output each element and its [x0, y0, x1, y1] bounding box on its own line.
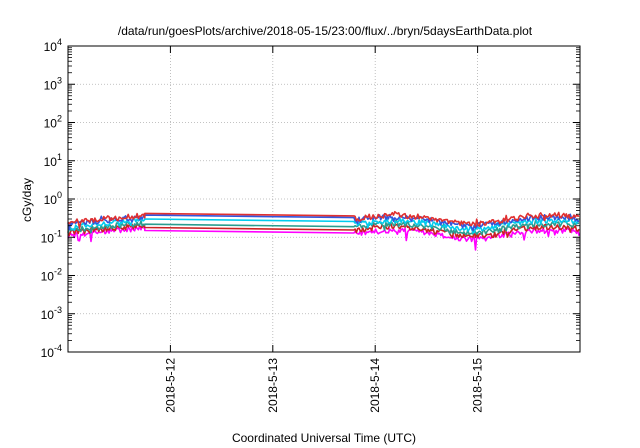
y-tick-label: 101: [44, 152, 62, 169]
y-tick-label: 102: [44, 114, 62, 131]
y-tick-label: 100: [44, 190, 62, 207]
y-tick-label: 103: [44, 75, 62, 92]
x-tick-label: 2018-5-15: [471, 358, 485, 413]
grid: [68, 46, 580, 352]
chart-title: /data/run/goesPlots/archive/2018-05-15/2…: [118, 24, 533, 38]
y-axis-label: cGy/day: [20, 178, 34, 222]
x-axis-label: Coordinated Universal Time (UTC): [232, 431, 416, 445]
series-layer: [67, 210, 580, 251]
y-tick-label: 104: [44, 37, 62, 54]
axes: 10-4 10-3 10-2 10-1 100 101 102 103 104 2018-5-12…: [41, 37, 580, 413]
x-tick-label: 2018-5-12: [163, 358, 177, 413]
x-tick-label: 2018-5-14: [368, 358, 382, 413]
y-tick-label: 10-3: [41, 305, 62, 322]
series-line: [67, 210, 580, 229]
x-tick-label: 2018-5-13: [266, 358, 280, 413]
y-tick-label: 10-1: [41, 228, 62, 245]
y-tick-label: 10-2: [41, 267, 62, 284]
y-tick-label: 10-4: [41, 343, 62, 360]
